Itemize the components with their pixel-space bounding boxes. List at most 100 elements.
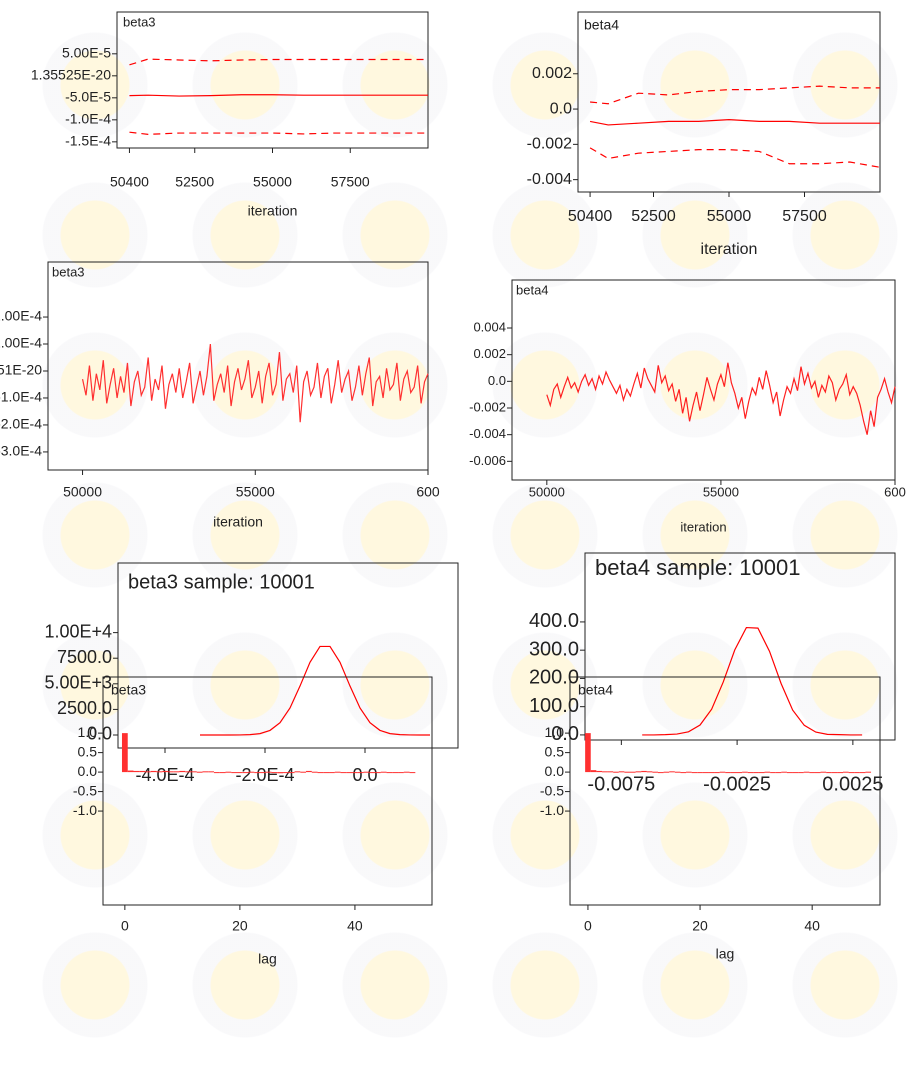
acf-bar (686, 771, 692, 773)
acf-bar (585, 733, 591, 773)
acf-bar (380, 771, 387, 773)
acf-bar (629, 771, 636, 773)
acf-bar (283, 772, 289, 774)
acf-bar (219, 772, 226, 774)
acf-bar (601, 771, 608, 773)
acf-bar (837, 772, 844, 774)
acf-bar (843, 771, 849, 773)
y-tick-label: 400.0 (529, 610, 579, 632)
acf-bar (798, 772, 804, 774)
y-tick-label: 0.002 (532, 65, 572, 82)
y-tick-label: 0.0 (550, 100, 572, 117)
x-tick-label: 55000 (253, 174, 292, 190)
plot-frame (47, 261, 429, 471)
x-tick-label: -0.0025 (703, 773, 771, 795)
y-tick-label: 1.00E+4 (44, 621, 112, 641)
y-tick-label: -0.004 (527, 171, 572, 188)
acf-bar (635, 771, 642, 773)
acf-bar (237, 772, 243, 774)
acf-bar (719, 771, 726, 773)
acf-bar (691, 772, 698, 774)
acf-bar (225, 771, 232, 773)
acf-bar (398, 772, 404, 774)
x-tick-label: 50000 (63, 484, 102, 500)
acf-bar (624, 771, 630, 773)
y-tick-label: 0.0 (488, 373, 506, 388)
y-tick-label: 1.35525E-20 (31, 67, 111, 83)
acf-bar (150, 770, 157, 773)
y-tick-label: -1.0E-4 (65, 111, 111, 127)
x-tick-label: 40 (347, 918, 363, 934)
x-tick-label: 57500 (331, 174, 370, 190)
acf-bar (714, 772, 720, 774)
y-tick-label: -3.0E-4 (0, 443, 42, 459)
acf-bar (242, 772, 249, 774)
y-tick-label: 0.0 (545, 763, 565, 779)
acf-bar (736, 772, 743, 774)
acf-bar (613, 771, 619, 773)
x-tick-label: 50400 (110, 174, 149, 190)
acf-bar (317, 772, 324, 774)
acf-bar (294, 771, 301, 773)
acf-bar (831, 772, 838, 774)
y-tick-label: -1.0 (73, 802, 97, 818)
acf-bar (179, 770, 186, 773)
y-tick-label: -0.002 (527, 136, 572, 153)
x-axis-label: iteration (248, 203, 298, 219)
acf-bar (848, 772, 855, 774)
y-tick-label: 2.71051E-20 (0, 362, 42, 378)
acf-bar (607, 771, 614, 773)
x-tick-label: 57500 (782, 208, 827, 225)
acf-bar (663, 771, 670, 773)
acf-bar (306, 770, 312, 773)
acf-bar (747, 772, 754, 774)
x-tick-label: -4.0E-4 (135, 765, 194, 785)
x-tick-label: 20 (692, 918, 708, 934)
x-axis-label: lag (716, 946, 735, 962)
y-tick-label: 0.0 (551, 723, 579, 745)
y-tick-label: -0.5 (73, 782, 97, 798)
acf-bar (208, 771, 215, 773)
acf-bar (196, 771, 203, 773)
acf-bar (386, 772, 393, 774)
data-line (589, 119, 880, 126)
acf-bar (167, 771, 174, 773)
acf-bar (403, 771, 410, 773)
x-axis-label: iteration (680, 519, 726, 534)
x-tick-label: 600 (884, 484, 906, 499)
acf-bar (369, 772, 376, 774)
acf-bar (618, 771, 625, 773)
plot-frame (116, 11, 429, 149)
acf-bar (300, 771, 307, 773)
acf-bar (352, 772, 358, 774)
y-tick-label: -1.5E-4 (65, 133, 111, 149)
acf-bar (730, 772, 737, 774)
x-tick-label: 55000 (707, 208, 752, 225)
x-axis-label: iteration (213, 514, 263, 530)
acf-bar (162, 770, 168, 773)
y-tick-label: 200.0 (529, 667, 579, 689)
acf-bar (363, 771, 370, 773)
acf-bar (260, 772, 266, 774)
acf-bar (590, 770, 597, 773)
acf-bar (277, 772, 284, 774)
acf-bar (865, 771, 872, 773)
acf-bar (786, 772, 793, 774)
acf-bar (323, 772, 330, 774)
chart-title: beta3 sample: 10001 (128, 571, 315, 593)
data-line (590, 85, 880, 105)
y-tick-label: 1.00E-4 (0, 335, 42, 351)
x-tick-label: 0.0025 (822, 773, 883, 795)
acf-bar (770, 772, 776, 774)
data-line (642, 626, 863, 736)
plot-frame (511, 279, 896, 481)
acf-bar (271, 772, 278, 774)
y-tick-label: 1.0 (78, 724, 98, 740)
y-tick-label: 100.0 (529, 695, 579, 717)
acf-bar (329, 772, 335, 774)
acf-bar (820, 771, 827, 773)
y-tick-label: -0.004 (469, 426, 506, 441)
acf-bar (288, 772, 295, 774)
